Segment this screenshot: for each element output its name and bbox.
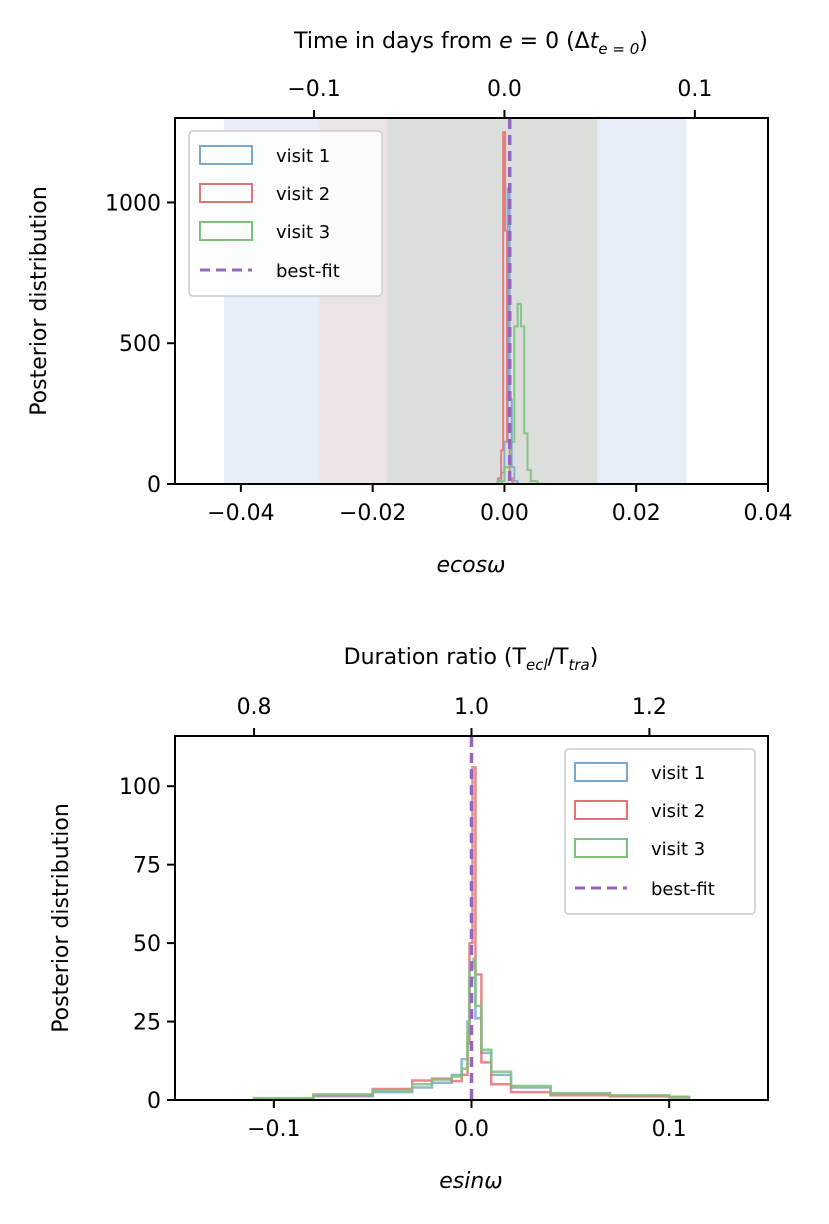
top-tick-label: −0.1 (287, 77, 340, 102)
top-chart-x-ticks: −0.04 −0.02 0.00 0.02 0.04 (207, 484, 792, 526)
legend-swatch-visit-1 (199, 145, 253, 165)
top-chart-frame (174, 117, 769, 485)
y-tick-label: 0 (147, 473, 161, 498)
top-chart: −0.04 −0.02 0.00 0.02 0.04 0 500 1000 −0.1 0.0 0… (27, 29, 792, 578)
legend-box (188, 130, 383, 297)
bottom-chart-y-ticks: 0 25 50 75 100 (119, 775, 175, 1114)
legend-swatch-visit-3 (199, 221, 253, 241)
y-tick-label: 25 (133, 1011, 161, 1036)
legend-swatch-visit-1 (574, 762, 628, 782)
x-tick-label: 0.1 (652, 1117, 687, 1142)
top-tick-label: 0.8 (237, 695, 272, 720)
top-tick-label: 1.2 (632, 695, 667, 720)
x-tick-label: −0.1 (247, 1117, 300, 1142)
y-tick-label: 100 (119, 775, 161, 800)
legend-swatch-visit-2 (574, 800, 628, 820)
x-tick-label: 0.0 (454, 1117, 489, 1142)
x-tick-label: 0.02 (612, 501, 661, 526)
legend-label-visit-1: visit 1 (651, 763, 705, 784)
bottom-chart: −0.1 0.0 0.1 0 25 50 75 100 0.8 1.0 1.2 esinω Po… (49, 645, 769, 1194)
shaded-band-3 (386, 117, 598, 485)
top-tick-label: 0.0 (487, 77, 522, 102)
x-tick-label: 0.04 (744, 501, 793, 526)
bottom-chart-top-label: Duration ratio (Tecl/Ttra) (344, 645, 599, 674)
bottom-chart-x-ticks: −0.1 0.0 0.1 (247, 1100, 687, 1142)
x-tick-label: −0.02 (339, 501, 406, 526)
y-tick-label: 50 (133, 932, 161, 957)
top-tick-label: 1.0 (454, 695, 489, 720)
top-chart-y-label: Posterior distribution (27, 186, 52, 416)
top-chart-x-label: ecosω (437, 553, 506, 578)
legend-label-visit-1: visit 1 (276, 146, 330, 167)
legend-box (564, 748, 756, 915)
top-chart-legend: visit 1 visit 2 visit 3 best-fit (188, 130, 383, 297)
legend-label-best-fit: best-fit (651, 879, 715, 900)
legend-swatch-visit-2 (199, 183, 253, 203)
bottom-chart-legend: visit 1 visit 2 visit 3 best-fit (564, 748, 756, 915)
legend-swatch-visit-3 (574, 838, 628, 858)
top-chart-top-ticks: −0.1 0.0 0.1 (287, 77, 712, 118)
y-tick-label: 75 (133, 854, 161, 879)
x-tick-label: 0.00 (480, 501, 529, 526)
legend-label-visit-3: visit 3 (276, 222, 330, 243)
x-tick-label: −0.04 (207, 501, 274, 526)
y-tick-label: 0 (147, 1089, 161, 1114)
legend-label-visit-3: visit 3 (651, 839, 705, 860)
top-chart-top-label: Time in days from e = 0 (Δte = 0) (293, 29, 648, 58)
legend-label-best-fit: best-fit (276, 261, 340, 282)
y-tick-label: 1000 (105, 191, 161, 216)
histogram-visit-3 (496, 302, 539, 484)
legend-label-visit-2: visit 2 (276, 184, 330, 205)
y-tick-label: 500 (119, 332, 161, 357)
top-chart-y-ticks: 0 500 1000 (105, 191, 175, 498)
top-tick-label: 0.1 (677, 77, 712, 102)
bottom-chart-x-label: esinω (439, 1169, 502, 1194)
histogram-visit-3 (252, 957, 691, 1100)
bottom-chart-top-ticks: 0.8 1.0 1.2 (237, 695, 667, 736)
legend-label-visit-2: visit 2 (651, 801, 705, 822)
bottom-chart-y-label: Posterior distribution (49, 803, 74, 1033)
